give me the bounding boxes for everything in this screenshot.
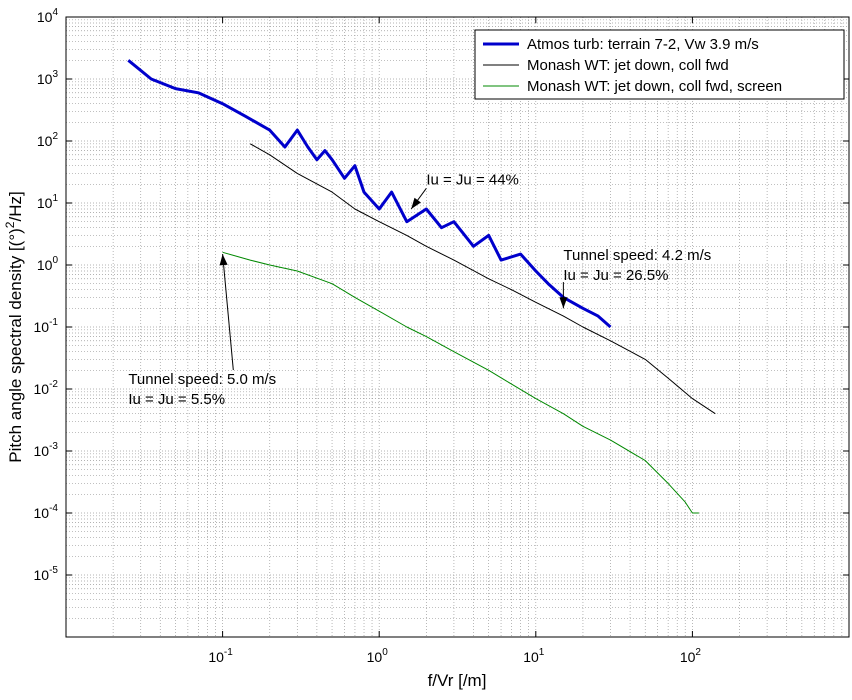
annotation-text: Iu = Ju = 5.5% xyxy=(128,391,225,408)
y-tick-label-exponent: -2 xyxy=(49,379,58,390)
y-tick-label-base: 10 xyxy=(34,319,50,335)
y-axis-label-sup: 2 xyxy=(3,221,17,228)
y-tick-label-exponent: -3 xyxy=(49,441,58,452)
x-tick-label-base: 10 xyxy=(208,649,224,665)
x-tick-label: 101 xyxy=(523,647,545,665)
y-tick-label-base: 10 xyxy=(37,257,53,273)
annotation-arrow-head xyxy=(219,254,228,266)
x-axis-label: f/Vr [/m] xyxy=(428,671,487,690)
x-tick-label-exponent: 2 xyxy=(695,647,701,658)
y-tick-label: 10-4 xyxy=(34,503,59,521)
y-tick-label-exponent: 4 xyxy=(52,7,58,18)
annotations: Iu = Ju = 44% Tunnel speed: 4.2 m/s Iu = J… xyxy=(128,171,711,408)
x-tick-label-base: 10 xyxy=(680,649,696,665)
y-tick-label: 103 xyxy=(37,69,59,87)
legend-label-monash-wt: Monash WT: jet down, coll fwd xyxy=(527,57,729,74)
x-tick-label-base: 10 xyxy=(367,649,383,665)
x-tick-label-exponent: 1 xyxy=(539,647,545,658)
y-tick-label-exponent: -1 xyxy=(49,317,58,328)
x-tick-label-base: 10 xyxy=(523,649,539,665)
y-tick-label-base: 10 xyxy=(34,443,50,459)
y-tick-label-exponent: -5 xyxy=(49,565,58,576)
annotation-arrow-head xyxy=(411,197,421,209)
series-monash-wt-line xyxy=(249,143,716,415)
y-tick-label-base: 10 xyxy=(37,133,53,149)
y-tick-label-base: 10 xyxy=(34,567,50,583)
annotation-arrow-line xyxy=(222,254,234,371)
annotation-arrow-head xyxy=(559,297,568,309)
plot-background xyxy=(66,17,849,637)
y-tick-label: 104 xyxy=(37,7,59,25)
y-tick-label-exponent: -4 xyxy=(49,503,58,514)
legend-label-monash-wt-screen: Monash WT: jet down, coll fwd, screen xyxy=(527,78,782,95)
y-axis-label-degree: ° xyxy=(6,234,25,241)
y-tick-label-exponent: 1 xyxy=(52,193,58,204)
y-axis-label-prefix: Pitch angle spectral density [( xyxy=(6,240,25,462)
x-tick-label: 10-1 xyxy=(208,647,233,665)
y-tick-label-base: 10 xyxy=(37,9,53,25)
y-tick-label-base: 10 xyxy=(37,71,53,87)
x-tick-label: 102 xyxy=(680,647,702,665)
y-tick-label-base: 10 xyxy=(37,195,53,211)
annotation-text: Iu = Ju = 44% xyxy=(426,171,519,188)
annotation-text: Tunnel speed: 4.2 m/s xyxy=(563,247,711,264)
x-tick-label-exponent: 0 xyxy=(382,647,388,658)
y-tick-label-base: 10 xyxy=(34,381,50,397)
series-monash-wt-screen-line xyxy=(222,251,699,514)
annotation-text: Iu = Ju = 26.5% xyxy=(563,267,668,284)
y-tick-label: 101 xyxy=(37,193,59,211)
annotation-text: Tunnel speed: 5.0 m/s xyxy=(128,371,276,388)
y-tick-label: 10-2 xyxy=(34,379,59,397)
y-axis-label-suffix: /Hz] xyxy=(6,191,25,221)
y-axis-label-mid: ) xyxy=(6,228,25,234)
legend-box xyxy=(474,29,845,100)
series-lines xyxy=(127,59,716,514)
x-tick-label-exponent: -1 xyxy=(224,647,233,658)
y-tick-label: 10-5 xyxy=(34,565,59,583)
y-tick-label: 100 xyxy=(37,255,59,273)
grid-lines xyxy=(66,17,849,637)
y-tick-label-exponent: 0 xyxy=(52,255,58,266)
legend: Atmos turb: terrain 7-2, Vw 3.9 m/s Monas… xyxy=(474,29,845,100)
y-tick-label-exponent: 3 xyxy=(52,69,58,80)
y-axis-label: Pitch angle spectral density [(°)2/Hz] xyxy=(3,191,25,462)
axis-ticks: 10-1 100 101 10210-510-410-310-210-11001011… xyxy=(34,7,849,665)
series-atmos-turb-line xyxy=(127,59,612,329)
y-tick-label: 102 xyxy=(37,131,59,149)
y-tick-label-exponent: 2 xyxy=(52,131,58,142)
y-tick-label: 10-3 xyxy=(34,441,59,459)
y-tick-label-base: 10 xyxy=(34,505,50,521)
legend-label-atmos-turb: Atmos turb: terrain 7-2, Vw 3.9 m/s xyxy=(527,36,759,53)
x-tick-label: 100 xyxy=(367,647,389,665)
y-tick-label: 10-1 xyxy=(34,317,59,335)
